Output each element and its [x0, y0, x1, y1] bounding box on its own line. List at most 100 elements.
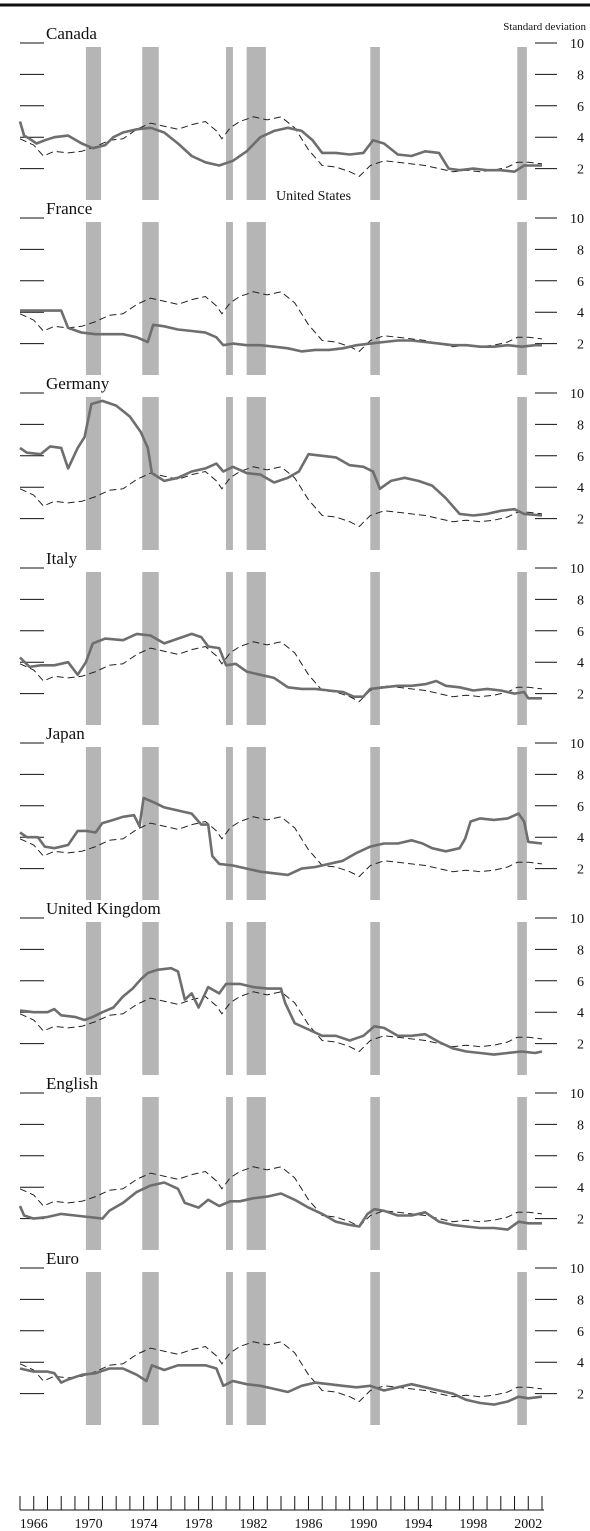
recession-band [517, 47, 527, 200]
x-tick-label: 1990 [349, 1517, 377, 1531]
recession-band [517, 572, 527, 725]
recession-band [226, 397, 233, 550]
x-tick-label: 1998 [459, 1517, 487, 1531]
y-tick-label: 8 [577, 593, 584, 608]
y-tick-label: 4 [577, 1181, 584, 1196]
panel-japan: 2 4 6 8 10 Japan [19, 724, 584, 900]
y-tick-label: 2 [577, 1038, 584, 1053]
recession-band [517, 1272, 527, 1425]
recession-band [370, 922, 380, 1075]
y-tick-label: 10 [570, 37, 584, 52]
panel-germany: 2 4 6 8 10 Germany [19, 374, 584, 550]
y-tick-label: 8 [577, 68, 584, 83]
recession-band [226, 1097, 233, 1250]
recession-band [370, 747, 380, 900]
recession-band [85, 747, 102, 900]
panel-title: Italy [46, 549, 78, 568]
y-tick-label: 4 [577, 306, 584, 321]
y-tick-label: 2 [577, 1213, 584, 1228]
y-tick-label: 8 [577, 943, 584, 958]
y-tick-label: 6 [577, 800, 584, 815]
recession-band [85, 1272, 102, 1425]
recession-band [517, 397, 527, 550]
y-tick-label: 10 [570, 562, 584, 577]
us-series-line [19, 1166, 543, 1228]
y-tick-label: 4 [577, 131, 584, 146]
recession-band [226, 572, 233, 725]
y-tick-label: 6 [577, 100, 584, 115]
us-series-line [19, 1341, 543, 1403]
y-tick-label: 4 [577, 481, 584, 496]
x-tick-label: 2002 [514, 1517, 542, 1531]
y-tick-label: 4 [577, 1356, 584, 1371]
recession-band [85, 1097, 102, 1250]
country-series-line [19, 632, 542, 700]
country-series-line [18, 1181, 542, 1231]
recession-band [246, 747, 266, 900]
recession-band [370, 572, 380, 725]
y-tick-label: 4 [577, 831, 584, 846]
x-tick-label: 1966 [20, 1517, 48, 1531]
us-series-line [19, 641, 543, 703]
panel-title: English [46, 1074, 98, 1093]
panel-france: 2 4 6 8 10 France [19, 199, 584, 375]
panel-title: Canada [46, 24, 97, 43]
recession-band [370, 1097, 380, 1250]
y-tick-label: 2 [577, 163, 584, 178]
x-axis: 1966 1970 1974 1978 1982 1986 1990 1994 1998 2002 [19, 1496, 544, 1531]
us-series-line [19, 116, 543, 178]
panel-euro: 2 4 6 8 10 Euro [19, 1249, 584, 1425]
recession-band [370, 1272, 380, 1425]
recession-band [85, 47, 102, 200]
y-tick-label: 2 [577, 688, 584, 703]
y-tick-label: 4 [577, 656, 584, 671]
panel-title: Euro [46, 1249, 79, 1268]
panel-italy: 2 4 6 8 10 Italy [19, 549, 584, 725]
recession-band [85, 922, 102, 1075]
y-tick-label: 6 [577, 1325, 584, 1340]
y-tick-label: 10 [570, 1087, 584, 1102]
unit-label: Standard deviation [503, 21, 586, 33]
recession-band [226, 922, 233, 1075]
recession-band [85, 572, 102, 725]
y-tick-label: 8 [577, 243, 584, 258]
y-tick-label: 8 [577, 418, 584, 433]
recession-band [246, 572, 266, 725]
y-tick-label: 10 [570, 212, 584, 227]
recession-band [85, 222, 102, 375]
recession-band [226, 747, 233, 900]
panel-canada: 2 4 6 8 10 Canada United States [18, 24, 584, 204]
country-series-line [20, 309, 542, 353]
y-tick-label: 2 [577, 1388, 584, 1403]
panel-title: Japan [46, 724, 85, 743]
country-series-line [18, 121, 542, 173]
us-series-line [19, 816, 543, 878]
y-tick-label: 10 [570, 387, 584, 402]
panel-title: United Kingdom [46, 899, 161, 918]
recession-band [246, 1097, 266, 1250]
x-tick-label: 1974 [130, 1517, 158, 1531]
recession-band [517, 747, 527, 900]
x-tick-label: 1970 [75, 1517, 103, 1531]
recession-band [246, 222, 266, 375]
recession-band [517, 1097, 527, 1250]
y-tick-label: 2 [577, 338, 584, 353]
y-tick-label: 6 [577, 275, 584, 290]
recession-band [226, 222, 233, 375]
us-series-line [19, 991, 543, 1053]
country-series-line [19, 399, 543, 517]
recession-band [85, 397, 102, 550]
y-tick-label: 8 [577, 768, 584, 783]
y-tick-label: 2 [577, 513, 584, 528]
panel-united-kingdom: 2 4 6 8 10 United Kingdom [19, 899, 584, 1075]
y-tick-label: 10 [570, 737, 584, 752]
panel-title: France [46, 199, 92, 218]
recession-band [226, 47, 233, 200]
x-tick-label: 1978 [185, 1517, 213, 1531]
recession-band [246, 922, 266, 1075]
y-tick-label: 8 [577, 1118, 584, 1133]
y-tick-label: 10 [570, 1262, 584, 1277]
us-series-line [19, 466, 543, 528]
panels: 2 4 6 8 10 Canada United States 2 4 6 8 10 France 2 4 6… [18, 24, 584, 1425]
